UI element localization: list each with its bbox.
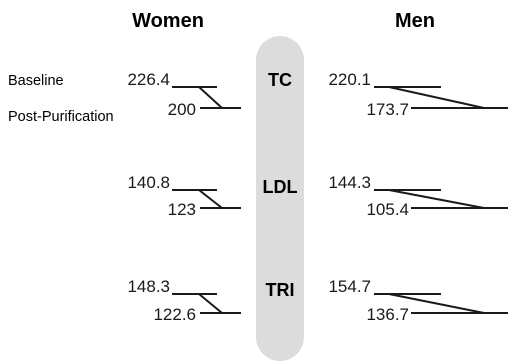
men-ldl-baseline-value: 144.3 <box>328 173 371 192</box>
group-header-men: Men <box>395 10 435 32</box>
metric-label-tc: TC <box>268 70 292 90</box>
men-tri-slope-line <box>388 293 485 314</box>
women-ldl-post-value: 123 <box>168 200 196 219</box>
women-tri-post-value: 122.6 <box>153 305 196 324</box>
women-tri-baseline-value: 148.3 <box>127 277 170 296</box>
metric-label-ldl: LDL <box>263 177 298 197</box>
group-header-women: Women <box>132 10 204 32</box>
men-tc-slope-line <box>388 86 485 109</box>
women-tc-post-value: 200 <box>168 100 196 119</box>
men-tri-post-value: 136.7 <box>366 305 409 324</box>
legend-baseline-label: Baseline <box>8 73 64 89</box>
men-tc-post-value: 173.7 <box>366 100 409 119</box>
women-tc-slope-line <box>198 86 223 109</box>
legend-post-label: Post-Purification <box>8 109 114 125</box>
women-tri-slope-line <box>198 293 223 314</box>
men-tc-baseline-value: 220.1 <box>328 70 371 89</box>
men-ldl-slope-line <box>388 189 485 209</box>
metric-center-band <box>256 36 304 361</box>
men-tri-baseline-value: 154.7 <box>328 277 371 296</box>
slope-marks: 226.4 200 140.8 123 148.3 122.6 220.1 173.7 144.… <box>127 70 508 324</box>
women-ldl-baseline-value: 140.8 <box>127 173 170 192</box>
metric-label-tri: TRI <box>266 280 295 300</box>
women-ldl-slope-line <box>198 189 223 209</box>
women-tc-baseline-value: 226.4 <box>127 70 170 89</box>
men-ldl-post-value: 105.4 <box>366 200 409 219</box>
